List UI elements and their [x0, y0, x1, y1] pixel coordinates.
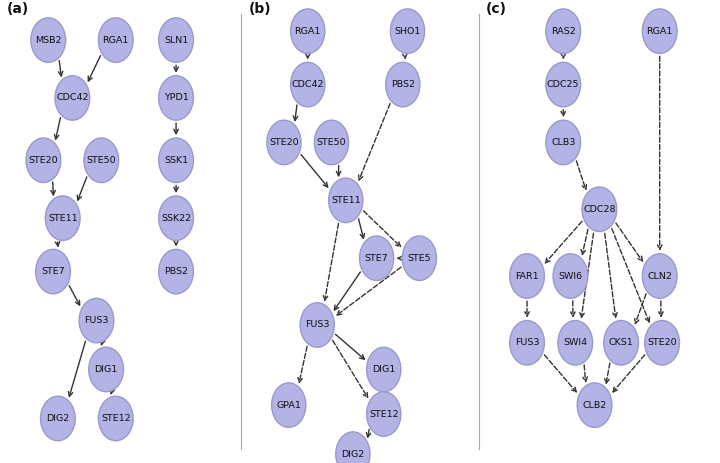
Ellipse shape [158, 138, 194, 182]
Ellipse shape [366, 392, 401, 436]
Ellipse shape [45, 196, 80, 240]
Text: DIG2: DIG2 [341, 450, 364, 458]
Text: CKS1: CKS1 [608, 338, 634, 347]
Ellipse shape [300, 303, 334, 347]
Text: SHO1: SHO1 [395, 27, 420, 36]
Ellipse shape [558, 320, 593, 365]
Text: STE5: STE5 [408, 254, 431, 263]
Ellipse shape [390, 9, 425, 53]
Ellipse shape [642, 9, 677, 53]
Text: STE11: STE11 [331, 196, 361, 205]
Text: RGA1: RGA1 [294, 27, 321, 36]
Ellipse shape [577, 383, 612, 427]
Text: SWI6: SWI6 [559, 271, 582, 281]
Ellipse shape [402, 236, 436, 281]
Text: CDC28: CDC28 [583, 205, 616, 214]
Ellipse shape [328, 178, 363, 223]
Ellipse shape [644, 320, 680, 365]
Text: (c): (c) [486, 2, 507, 16]
Text: RGA1: RGA1 [647, 27, 673, 36]
Ellipse shape [546, 9, 580, 53]
Text: DIG1: DIG1 [372, 365, 395, 374]
Text: FUS3: FUS3 [305, 320, 330, 330]
Text: FUS3: FUS3 [515, 338, 539, 347]
Ellipse shape [366, 347, 401, 392]
Ellipse shape [582, 187, 617, 232]
Text: SLN1: SLN1 [164, 36, 188, 44]
Ellipse shape [99, 18, 133, 63]
Ellipse shape [642, 254, 677, 298]
Ellipse shape [89, 347, 124, 392]
Ellipse shape [40, 396, 76, 441]
Ellipse shape [271, 383, 306, 427]
Ellipse shape [510, 254, 544, 298]
Ellipse shape [31, 18, 66, 63]
Ellipse shape [267, 120, 301, 165]
Text: STE50: STE50 [317, 138, 346, 147]
Text: FAR1: FAR1 [516, 271, 539, 281]
Text: PBS2: PBS2 [391, 80, 415, 89]
Text: CDC42: CDC42 [292, 80, 324, 89]
Text: MSB2: MSB2 [35, 36, 61, 44]
Text: DIG2: DIG2 [46, 414, 70, 423]
Text: CLB3: CLB3 [551, 138, 575, 147]
Text: RAS2: RAS2 [551, 27, 575, 36]
Ellipse shape [79, 298, 114, 343]
Text: STE20: STE20 [647, 338, 677, 347]
Ellipse shape [158, 196, 194, 240]
Ellipse shape [315, 120, 348, 165]
Text: FUS3: FUS3 [84, 316, 109, 325]
Text: GPA1: GPA1 [276, 400, 301, 410]
Ellipse shape [55, 75, 90, 120]
Ellipse shape [553, 254, 588, 298]
Text: CLB2: CLB2 [582, 400, 607, 410]
Ellipse shape [26, 138, 60, 182]
Text: STE50: STE50 [86, 156, 116, 165]
Text: CLN2: CLN2 [647, 271, 672, 281]
Text: CDC42: CDC42 [56, 94, 89, 102]
Text: SSK1: SSK1 [164, 156, 188, 165]
Text: CDC25: CDC25 [547, 80, 580, 89]
Ellipse shape [546, 63, 580, 107]
Text: STE12: STE12 [369, 410, 399, 419]
Text: STE7: STE7 [41, 267, 65, 276]
Ellipse shape [36, 249, 71, 294]
Ellipse shape [546, 120, 580, 165]
Text: STE12: STE12 [101, 414, 130, 423]
Text: STE20: STE20 [269, 138, 299, 147]
Ellipse shape [158, 18, 194, 63]
Ellipse shape [604, 320, 639, 365]
Text: RGA1: RGA1 [102, 36, 129, 44]
Text: YPD1: YPD1 [163, 94, 189, 102]
Text: SSK22: SSK22 [161, 213, 191, 223]
Ellipse shape [84, 138, 119, 182]
Ellipse shape [291, 9, 325, 53]
Ellipse shape [336, 432, 370, 463]
Text: STE7: STE7 [365, 254, 389, 263]
Text: DIG1: DIG1 [94, 365, 118, 374]
Ellipse shape [158, 249, 194, 294]
Ellipse shape [158, 75, 194, 120]
Text: STE11: STE11 [48, 213, 78, 223]
Text: SWI4: SWI4 [563, 338, 588, 347]
Text: STE20: STE20 [29, 156, 58, 165]
Text: (b): (b) [248, 2, 271, 16]
Text: (a): (a) [7, 2, 30, 16]
Text: PBS2: PBS2 [164, 267, 188, 276]
Ellipse shape [99, 396, 133, 441]
Ellipse shape [291, 63, 325, 107]
Ellipse shape [359, 236, 394, 281]
Ellipse shape [510, 320, 544, 365]
Ellipse shape [386, 63, 420, 107]
